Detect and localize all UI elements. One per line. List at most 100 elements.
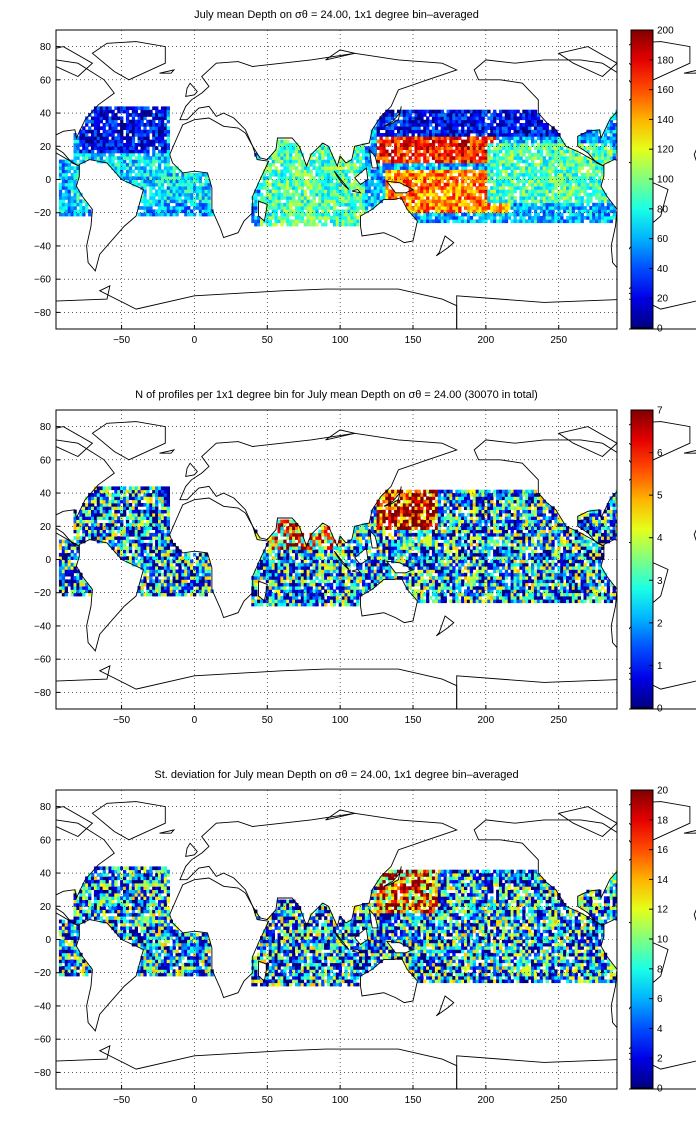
heat-cell <box>111 529 115 534</box>
heat-cell <box>76 529 80 534</box>
heat-cell <box>446 186 450 190</box>
heat-cell <box>158 206 162 210</box>
heat-cell <box>504 126 509 130</box>
heat-cell <box>169 199 173 204</box>
heat-cell <box>128 493 133 497</box>
heat-cell <box>551 169 555 174</box>
heat-cell <box>431 152 436 157</box>
heat-cell <box>478 156 482 160</box>
heat-cell <box>169 189 173 194</box>
heat-cell <box>408 116 412 121</box>
heat-cell <box>137 562 141 567</box>
heat-cell <box>437 182 442 187</box>
heat-cell <box>318 189 322 194</box>
heat-cell <box>61 212 66 217</box>
heat-cell <box>510 182 514 187</box>
heat-cell <box>531 196 535 200</box>
heat-cell <box>461 189 465 194</box>
heat-cell <box>149 172 153 177</box>
heat-cell <box>286 199 290 204</box>
heat-cell <box>402 126 407 130</box>
heat-cell <box>542 209 546 214</box>
heat-cell <box>286 152 290 157</box>
heat-cell <box>163 569 168 574</box>
heat-cell <box>187 569 191 574</box>
heat-cell <box>152 546 156 550</box>
heat-cell <box>292 199 296 204</box>
heat-cell <box>155 566 159 570</box>
heat-cell <box>198 562 203 567</box>
heat-cell <box>516 172 520 177</box>
heat-cell <box>420 172 424 177</box>
heat-cell <box>277 149 281 154</box>
heat-cell <box>318 156 322 160</box>
heat-cell <box>420 176 424 180</box>
heat-cell <box>507 156 511 160</box>
heat-cell <box>64 586 68 590</box>
heat-cell <box>117 486 121 491</box>
colorbar-tick-label: 140 <box>657 115 674 126</box>
heat-cell <box>70 212 74 217</box>
heat-cell <box>283 139 287 144</box>
heat-cell <box>595 129 599 134</box>
heat-cell <box>533 119 538 124</box>
heat-cell <box>525 109 529 114</box>
heat-cell <box>166 179 170 184</box>
heat-cell <box>152 119 156 124</box>
heat-cell <box>134 542 138 547</box>
heat-cell <box>184 556 188 560</box>
heat-cell <box>131 106 136 111</box>
heat-cell <box>146 546 150 550</box>
heat-cell <box>207 182 211 187</box>
heat-cell <box>522 116 526 121</box>
heat-cell <box>531 129 535 134</box>
heat-cell <box>516 179 520 184</box>
heat-cell <box>280 139 284 144</box>
heat-cell <box>338 216 342 220</box>
heat-cell <box>123 486 127 491</box>
heat-cell <box>111 129 115 134</box>
heat-cell <box>190 566 194 570</box>
heat-cell <box>73 529 77 534</box>
heat-cell <box>370 133 374 137</box>
heat-cell <box>548 133 552 137</box>
heat-cell <box>440 156 444 160</box>
heat-cell <box>64 172 68 177</box>
heat-cell <box>379 149 383 154</box>
heat-cell <box>571 149 576 154</box>
heat-cell <box>70 196 74 200</box>
heat-cell <box>265 182 270 187</box>
heat-cell <box>93 523 98 527</box>
heat-cell <box>96 116 101 121</box>
heat-cell <box>149 532 153 537</box>
heat-cell <box>61 589 66 594</box>
heat-cell <box>341 176 345 180</box>
heat-cell <box>426 149 430 154</box>
heat-cell <box>152 176 156 180</box>
heat-cell <box>519 172 523 177</box>
heat-cell <box>114 506 118 510</box>
heat-cell <box>137 516 141 520</box>
heat-cell <box>117 172 121 177</box>
heat-cell <box>429 202 433 207</box>
heat-cell <box>522 129 526 134</box>
heat-cell <box>143 162 147 167</box>
heat-cell <box>315 156 319 160</box>
heat-cell <box>283 212 287 217</box>
heat-cell <box>466 123 471 127</box>
heat-cell <box>332 189 337 194</box>
heat-cell <box>184 582 188 587</box>
heat-cell <box>493 152 497 157</box>
heat-cell <box>443 166 447 170</box>
heat-cell <box>545 166 549 170</box>
heat-cell <box>329 156 334 160</box>
heat-cell <box>499 129 503 134</box>
heat-cell <box>300 186 305 190</box>
heat-cell <box>513 133 517 137</box>
heat-cell <box>160 489 165 494</box>
heat-cell <box>507 109 511 114</box>
heat-cell <box>181 586 185 590</box>
heat-cell <box>318 172 322 177</box>
heat-cell <box>76 172 80 177</box>
heat-cell <box>198 182 203 187</box>
